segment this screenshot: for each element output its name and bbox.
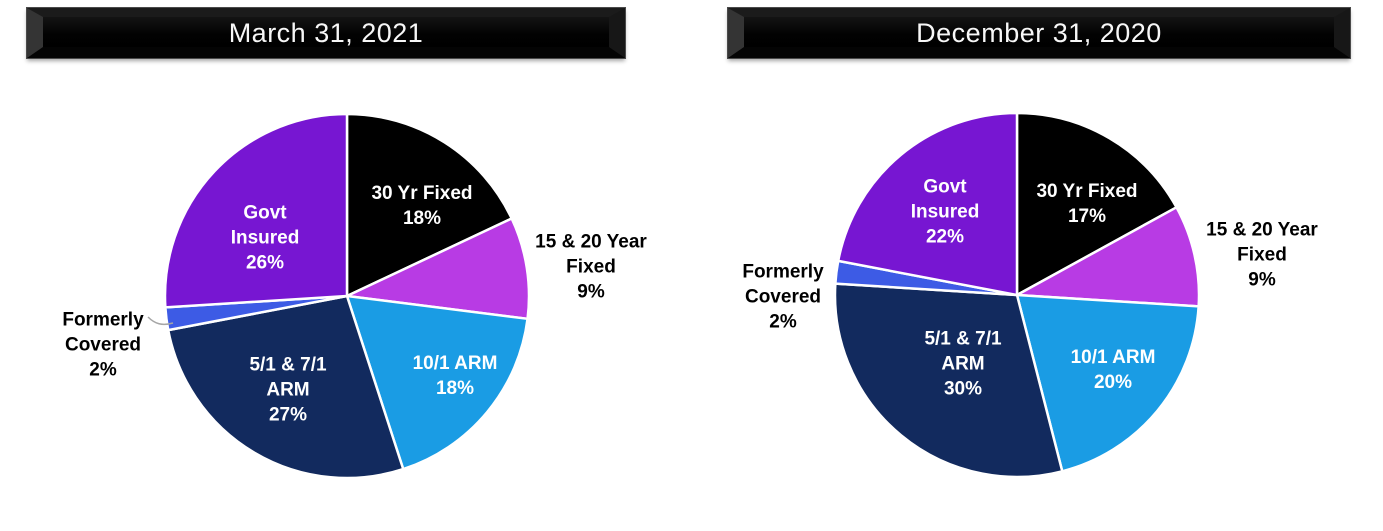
pie-slice-10-1-arm (345, 294, 529, 471)
pie-slice-30-yr-fixed (345, 112, 513, 298)
pie-slice-15-20-year-fixed (1015, 206, 1201, 308)
chart-title: March 31, 2021 (228, 17, 424, 48)
pie-slice-15-20-year-fixed (345, 217, 531, 321)
pie-slice-govt-insured (163, 112, 349, 309)
pie-slice-10-1-arm (1015, 293, 1200, 473)
leader-line-formerly-covered (147, 316, 174, 326)
pie-slice-30-yr-fixed (1015, 111, 1178, 297)
pie-slice-5-1-7-1-arm (166, 294, 405, 480)
chart-title: December 31, 2020 (916, 17, 1162, 48)
banner-face: December 31, 2020 (728, 8, 1350, 58)
chart-title-banner-march-2021: March 31, 2021 (27, 8, 625, 58)
chart-title-banner-december-2020: December 31, 2020 (728, 8, 1350, 58)
pie-slice-govt-insured (836, 111, 1019, 297)
banner-face: March 31, 2021 (27, 8, 625, 58)
pie-slice-5-1-7-1-arm (833, 282, 1064, 479)
